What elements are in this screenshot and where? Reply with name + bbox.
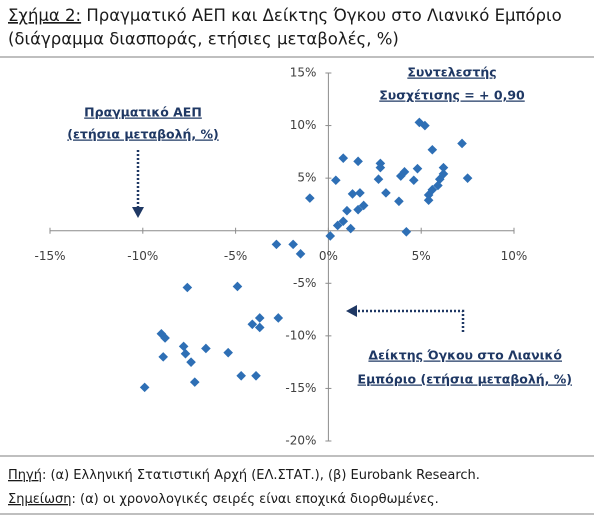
point	[381, 188, 391, 198]
point	[305, 193, 315, 203]
note-text: : (α) Ελληνική Στατιστική Αρχή (ΕΛ.ΣΤΑΤ.…	[42, 468, 480, 483]
y-tick-label: 15%	[290, 66, 317, 80]
point	[178, 341, 189, 352]
point	[414, 117, 425, 128]
y-tick-label: -10%	[285, 328, 316, 342]
point	[342, 205, 352, 216]
note-label: Σημείωση	[8, 492, 72, 507]
y-tick-label: -15%	[285, 381, 316, 395]
point	[401, 226, 412, 237]
point	[423, 190, 434, 200]
point	[186, 357, 196, 367]
footnote: Πηγή: (α) Ελληνική Στατιστική Αρχή (ΕΛ.Σ…	[8, 468, 480, 483]
point	[338, 153, 349, 163]
point	[375, 162, 386, 173]
point	[358, 200, 369, 211]
point	[288, 239, 298, 250]
note-label: Πηγή	[8, 468, 42, 483]
point	[182, 282, 193, 293]
point	[332, 220, 343, 231]
x-tick-label: -15%	[34, 249, 65, 263]
point	[353, 204, 363, 215]
annotation: Εμπόριο (ετήσια μεταβολή, %)	[358, 372, 572, 387]
point	[273, 313, 284, 323]
figure-label: Σχήμα 2:	[8, 6, 81, 25]
x-tick-label: 5%	[412, 249, 431, 263]
point	[251, 371, 261, 381]
y-tick-label: 10%	[290, 118, 317, 132]
annotation: Συντελεστής	[407, 65, 496, 80]
point	[394, 196, 404, 207]
point	[423, 195, 434, 206]
x-tick-label: 0%	[319, 249, 338, 263]
point	[353, 156, 363, 167]
y-tick-label: -5%	[293, 276, 316, 290]
arrow-head	[132, 207, 144, 218]
point	[189, 377, 200, 387]
annotation: (ετήσια μεταβολή, %)	[67, 127, 219, 142]
y-tick-label: -20%	[285, 434, 316, 448]
annotation: Δείκτης Όγκου στο Λιανικό	[368, 348, 562, 363]
point	[438, 162, 449, 173]
point	[457, 138, 467, 149]
point	[160, 333, 170, 343]
point	[427, 184, 438, 195]
point	[232, 281, 243, 292]
point	[236, 371, 246, 381]
point	[254, 313, 265, 323]
point	[433, 180, 443, 191]
point	[271, 239, 282, 250]
x-tick-label: -5%	[224, 249, 247, 263]
point	[139, 382, 150, 393]
point	[223, 347, 233, 358]
arrow-head	[346, 305, 357, 317]
note-text: : (α) οι χρονολογικές σειρές είναι εποχι…	[72, 492, 439, 507]
point	[247, 319, 258, 330]
chart-title: Πραγματικό ΑΕΠ και Δείκτης Όγκου στο Λια…	[86, 6, 561, 25]
point	[408, 175, 419, 186]
arrow	[356, 309, 465, 332]
point	[331, 175, 341, 186]
point	[180, 348, 191, 359]
x-tick-label: -10%	[127, 249, 158, 263]
point	[347, 189, 358, 199]
point	[462, 173, 473, 183]
annotation: Συσχέτισης = + 0,90	[379, 88, 525, 103]
point	[295, 249, 306, 259]
y-tick-label: 5%	[297, 171, 316, 185]
chart-heading: Σχήμα 2: Πραγματικό ΑΕΠ και Δείκτης Όγκο…	[8, 6, 562, 25]
footnote: Σημείωση: (α) οι χρονολογικές σειρές είν…	[8, 492, 439, 507]
point	[254, 322, 265, 333]
point	[201, 343, 211, 354]
point	[345, 223, 356, 234]
point	[420, 120, 430, 131]
chart-subtitle: (διάγραμμα διασποράς, ετήσιες μεταβολές,…	[8, 30, 399, 49]
point	[395, 171, 406, 181]
point	[158, 352, 169, 362]
x-tick-label: 10%	[501, 249, 528, 263]
point	[412, 163, 423, 174]
annotation: Πραγματικό ΑΕΠ	[84, 105, 202, 120]
point	[427, 144, 438, 155]
point	[373, 174, 384, 184]
point	[156, 328, 167, 339]
point	[325, 231, 336, 241]
point	[338, 216, 349, 227]
point	[355, 188, 365, 198]
point	[434, 174, 445, 184]
